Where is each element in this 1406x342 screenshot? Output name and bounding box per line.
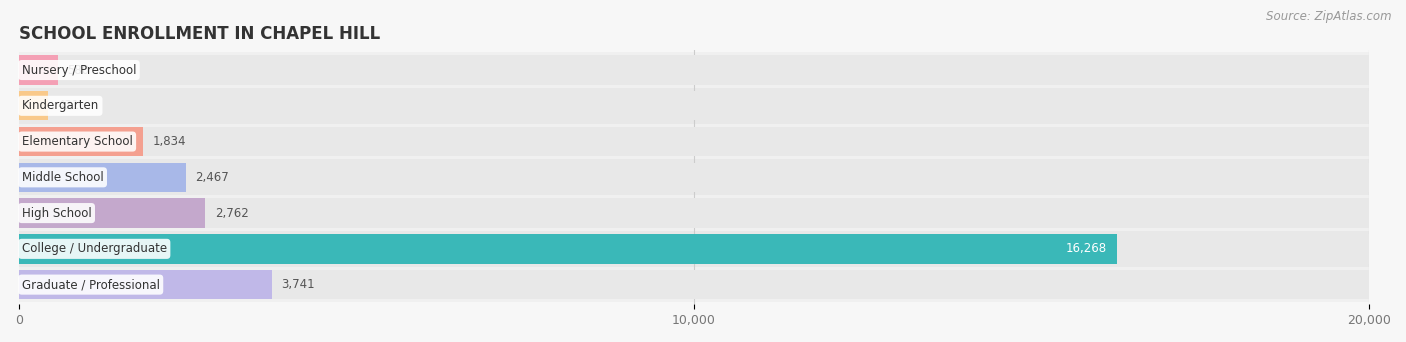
Text: Source: ZipAtlas.com: Source: ZipAtlas.com [1267, 10, 1392, 23]
Text: Nursery / Preschool: Nursery / Preschool [21, 64, 136, 77]
Bar [20, 52, 1369, 88]
Text: 2,762: 2,762 [215, 207, 249, 220]
Text: High School: High School [21, 207, 91, 220]
Text: 580: 580 [67, 64, 90, 77]
Text: College / Undergraduate: College / Undergraduate [21, 242, 167, 255]
Bar [20, 163, 186, 192]
Text: 1,834: 1,834 [152, 135, 186, 148]
Text: Graduate / Professional: Graduate / Professional [21, 278, 160, 291]
Bar [20, 91, 1369, 120]
Text: Middle School: Middle School [21, 171, 104, 184]
Bar [20, 270, 1369, 299]
Text: 431: 431 [58, 99, 80, 112]
Bar [20, 163, 1369, 192]
Bar [20, 195, 1369, 231]
Bar [20, 198, 205, 228]
Text: 16,268: 16,268 [1066, 242, 1107, 255]
Bar [20, 198, 1369, 228]
Bar [20, 127, 143, 156]
Text: Kindergarten: Kindergarten [21, 99, 98, 112]
Bar [20, 234, 1369, 263]
Bar [20, 124, 1369, 159]
Text: SCHOOL ENROLLMENT IN CHAPEL HILL: SCHOOL ENROLLMENT IN CHAPEL HILL [20, 25, 380, 43]
Bar [20, 159, 1369, 195]
Bar [20, 55, 58, 85]
Bar [20, 267, 1369, 302]
Bar [20, 91, 48, 120]
Bar [20, 55, 1369, 85]
Bar [20, 88, 1369, 124]
Text: Elementary School: Elementary School [21, 135, 132, 148]
Bar [20, 231, 1369, 267]
Text: 2,467: 2,467 [195, 171, 229, 184]
Bar [20, 270, 271, 299]
Text: 3,741: 3,741 [281, 278, 315, 291]
Bar [20, 234, 1118, 263]
Bar [20, 127, 1369, 156]
